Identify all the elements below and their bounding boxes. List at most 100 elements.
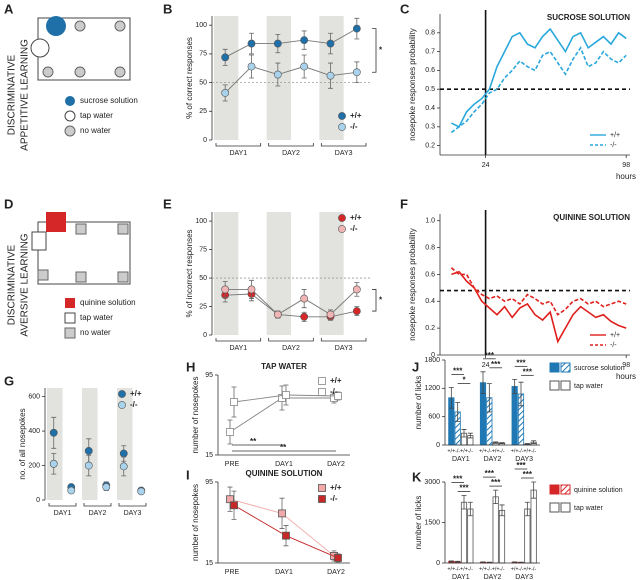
y-tick-label: 0.3: [425, 124, 435, 131]
x-tick-label: DAY2: [327, 461, 345, 468]
x-tick-label: PRE: [225, 461, 240, 468]
legend-swatch: [560, 484, 571, 495]
genotype-label: -/-: [487, 566, 492, 572]
genotype-label: -/-: [468, 448, 473, 454]
y-tick-label: 75: [199, 51, 207, 58]
genotype-label: -/-: [499, 448, 504, 454]
series-line: [451, 27, 627, 128]
data-point: [84, 461, 93, 470]
error-bar: [480, 371, 486, 394]
sig-label: ***: [453, 475, 463, 484]
error-bar: [512, 561, 518, 563]
x-tick-label: 24: [482, 362, 490, 369]
bar: [492, 496, 499, 564]
x-axis-title: hours: [616, 172, 636, 181]
x-tick-label: DAY2: [484, 574, 502, 580]
error-bar: [461, 429, 467, 438]
chart-title: TAP WATER: [261, 362, 307, 371]
y-axis-title: nosepoke responses probability: [408, 28, 417, 141]
y-axis-title: nosepoke responses probability: [408, 228, 417, 341]
x-tick-label: DAY3: [335, 345, 353, 352]
legend-label: tap water: [80, 111, 113, 120]
legend-marker: [318, 377, 326, 385]
legend-label: +/+: [350, 111, 362, 120]
data-point: [247, 39, 256, 48]
bar: [524, 508, 531, 564]
day-bracket: [83, 503, 112, 507]
tap-port: [30, 38, 50, 58]
x-tick-label: DAY3: [124, 510, 142, 517]
port: [117, 223, 129, 235]
day-bracket: [268, 338, 314, 342]
data-point: [226, 428, 234, 436]
genotype-label: +/+: [479, 566, 487, 572]
y-tick-label: 100: [195, 218, 207, 225]
genotype-label: +/+: [492, 448, 500, 454]
data-point: [119, 449, 128, 458]
sig-label: ***: [453, 366, 463, 375]
data-point: [67, 486, 76, 495]
error-bar: [499, 504, 505, 517]
genotype-label: +/+: [447, 448, 455, 454]
error-bar: [512, 378, 518, 394]
y-axis-title: number of licks: [414, 376, 423, 430]
panel-letter: K: [412, 469, 422, 484]
genotype-label: +/+: [511, 448, 519, 454]
legend-label: quinine solution: [80, 298, 136, 307]
data-point: [247, 285, 256, 294]
x-tick-label: 98: [622, 362, 630, 369]
day-bracket: [48, 503, 77, 507]
data-point: [326, 310, 335, 319]
port: [75, 223, 87, 235]
data-point: [84, 446, 93, 455]
sig-label: ***: [485, 469, 495, 478]
y-tick-label: 0.6: [425, 271, 435, 278]
data-point: [282, 391, 290, 399]
legend-label: no water: [80, 126, 111, 135]
legend-marker: [338, 225, 346, 233]
sig-bracket: [372, 289, 377, 312]
error-bar: [461, 495, 467, 510]
day-bracket: [215, 338, 262, 342]
genotype-label: -/-: [518, 566, 523, 572]
y-tick-label: 0: [431, 352, 435, 359]
y-tick-label: 50: [199, 79, 207, 86]
y-tick-label: 1.0: [425, 218, 435, 225]
y-tick-label: 25: [199, 303, 207, 310]
panel-letter: G: [4, 373, 14, 388]
data-point: [273, 39, 282, 48]
x-tick-label: DAY3: [335, 150, 353, 157]
side-label: AVERSIVE LEARNING: [20, 233, 31, 336]
y-tick-label: 0.4: [425, 105, 435, 112]
y-tick-label: 95: [205, 479, 213, 486]
x-tick-label: PRE: [225, 569, 240, 576]
series-line: [224, 28, 358, 58]
legend-marker: [318, 495, 326, 503]
error-bar: [486, 383, 492, 413]
y-tick-label: 600: [28, 393, 40, 400]
y-tick-label: 100: [195, 22, 207, 29]
genotype-label: +/+: [447, 566, 455, 572]
data-point: [102, 483, 111, 491]
sig-label: ***: [516, 461, 526, 470]
y-tick-label: 0: [36, 497, 40, 504]
legend-label: +/+: [610, 332, 620, 339]
port: [42, 66, 54, 78]
data-point: [352, 68, 361, 77]
data-point: [334, 392, 342, 400]
legend-swatch: [549, 484, 560, 495]
error-bar: [455, 402, 461, 422]
data-point: [230, 501, 238, 510]
y-axis-title: no. of all nosepokes: [18, 408, 27, 479]
chart-title: QUININE SOLUTION: [553, 213, 630, 222]
panel-letter: C: [400, 1, 410, 16]
y-axis-title: number of nosepokes: [191, 484, 200, 561]
panel-letter: I: [186, 467, 190, 482]
x-tick-label: DAY1: [275, 569, 293, 576]
legend-label: -/-: [350, 122, 358, 131]
legend-marker: [64, 125, 76, 137]
genotype-label: -/-: [468, 566, 473, 572]
sig-label: ***: [491, 478, 501, 487]
y-tick-label: 15: [205, 452, 213, 459]
